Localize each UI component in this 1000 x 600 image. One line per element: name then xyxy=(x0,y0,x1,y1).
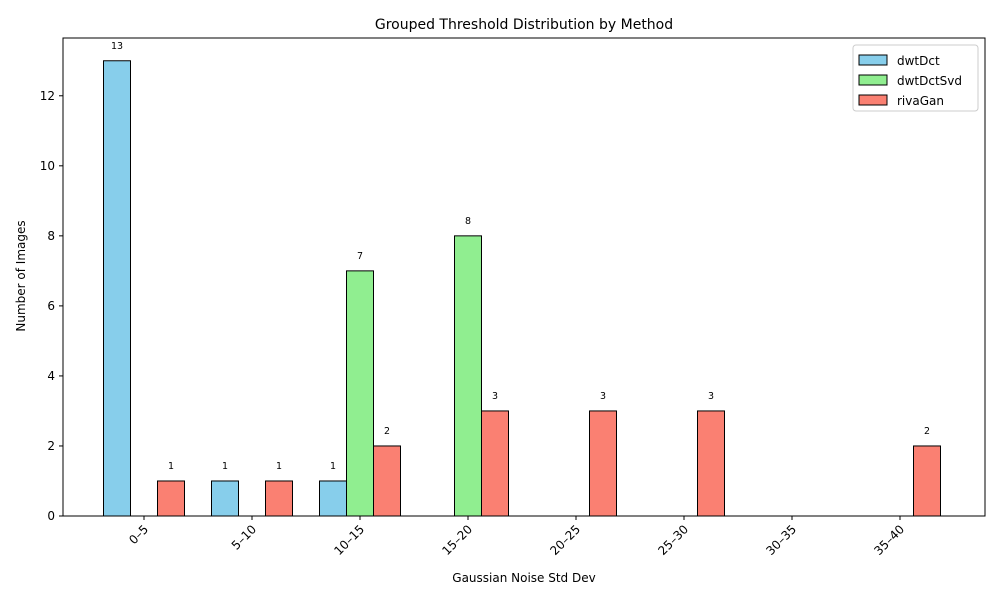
y-tick-label: 10 xyxy=(40,159,55,173)
value-label-rivaGan-3: 3 xyxy=(492,391,498,402)
bar-rivaGan-3 xyxy=(481,410,509,517)
bar-rivaGan-1 xyxy=(265,480,293,517)
value-label-dwtDct-0: 13 xyxy=(111,41,123,52)
x-tick-label: 35–40 xyxy=(871,522,907,558)
legend-swatch-dwtDctSvd xyxy=(858,74,888,86)
bar-rivaGan-2 xyxy=(373,445,401,517)
bar-dwtDctSvd-3 xyxy=(454,235,482,517)
value-label-dwtDct-2: 1 xyxy=(330,461,336,472)
x-tick-label: 0–5 xyxy=(126,522,151,547)
bar-rivaGan-7 xyxy=(913,445,941,517)
y-axis-label: Number of Images xyxy=(14,220,28,331)
x-tick-label: 25–30 xyxy=(655,522,691,558)
value-label-dwtDctSvd-3: 8 xyxy=(465,216,471,227)
value-label-rivaGan-7: 2 xyxy=(924,426,930,437)
y-tick-label: 2 xyxy=(47,439,55,453)
bar-dwtDct-2 xyxy=(319,480,347,517)
x-tick-label: 10–15 xyxy=(331,522,367,558)
x-tick-label: 20–25 xyxy=(547,522,583,558)
value-label-dwtDct-1: 1 xyxy=(222,461,228,472)
value-label-rivaGan-5: 3 xyxy=(708,391,714,402)
y-tick-label: 4 xyxy=(47,369,55,383)
value-label-rivaGan-4: 3 xyxy=(600,391,606,402)
legend-label-rivaGan: rivaGan xyxy=(897,94,944,108)
value-label-rivaGan-2: 2 xyxy=(384,426,390,437)
bar-rivaGan-0 xyxy=(157,480,185,517)
legend: dwtDct dwtDctSvd rivaGan xyxy=(852,44,979,112)
bar-rivaGan-5 xyxy=(697,410,725,517)
y-tick-label: 6 xyxy=(47,299,55,313)
y-tick-label: 12 xyxy=(40,89,55,103)
x-tick-label: 15–20 xyxy=(439,522,475,558)
legend-swatch-rivaGan xyxy=(858,94,888,106)
value-label-rivaGan-0: 1 xyxy=(168,461,174,472)
y-tick-label: 8 xyxy=(47,229,55,243)
x-tick-label: 30–35 xyxy=(763,522,799,558)
legend-label-dwtDct: dwtDct xyxy=(897,54,940,68)
legend-label-dwtDctSvd: dwtDctSvd xyxy=(897,74,962,88)
bar-dwtDct-0 xyxy=(103,60,131,517)
legend-swatch-dwtDct xyxy=(858,54,888,66)
x-tick-label: 5–10 xyxy=(229,522,259,552)
y-tick-label: 0 xyxy=(47,509,55,523)
x-axis-label: Gaussian Noise Std Dev xyxy=(452,571,595,585)
bar-rivaGan-4 xyxy=(589,410,617,517)
plot-frame xyxy=(62,37,986,517)
value-label-rivaGan-1: 1 xyxy=(276,461,282,472)
bar-dwtDct-1 xyxy=(211,480,239,517)
chart-title: Grouped Threshold Distribution by Method xyxy=(375,17,673,33)
bar-dwtDctSvd-2 xyxy=(346,270,374,517)
value-label-dwtDctSvd-2: 7 xyxy=(357,251,363,262)
